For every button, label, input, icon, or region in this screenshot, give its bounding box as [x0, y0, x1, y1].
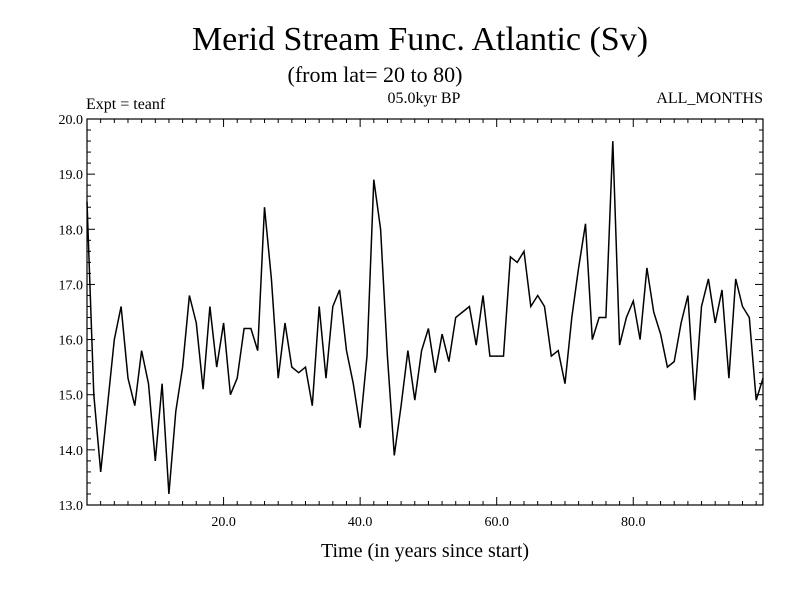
expt-label: Expt = teanf [86, 96, 166, 113]
y-tick-label: 14.0 [59, 444, 84, 459]
x-tick-label: 80.0 [621, 515, 646, 530]
y-tick-label: 19.0 [59, 168, 84, 183]
y-tick-label: 20.0 [59, 113, 84, 128]
period-label: 05.0kyr BP [388, 90, 461, 107]
x-axis-label: Time (in years since start) [321, 540, 529, 562]
x-tick-label: 60.0 [484, 515, 509, 530]
chart-subtitle: (from lat= 20 to 80) [288, 62, 463, 87]
x-tick-label: 40.0 [348, 515, 373, 530]
plot-frame [86, 118, 764, 506]
chart-title: Merid Stream Func. Atlantic (Sv) [192, 21, 648, 58]
y-tick-label: 17.0 [59, 278, 84, 293]
y-tick-label: 13.0 [59, 499, 84, 514]
months-label: ALL_MONTHS [656, 90, 763, 107]
series-line [86, 141, 764, 495]
y-tick-label: 15.0 [59, 389, 84, 404]
y-tick-label: 16.0 [59, 334, 84, 349]
axes: 13.0 14.0 15.0 16.0 17.0 18.0 19.0 20.0 20.0 40.0… [59, 113, 764, 530]
x-tick-label: 20.0 [211, 515, 236, 530]
y-tick-label: 18.0 [59, 223, 84, 238]
